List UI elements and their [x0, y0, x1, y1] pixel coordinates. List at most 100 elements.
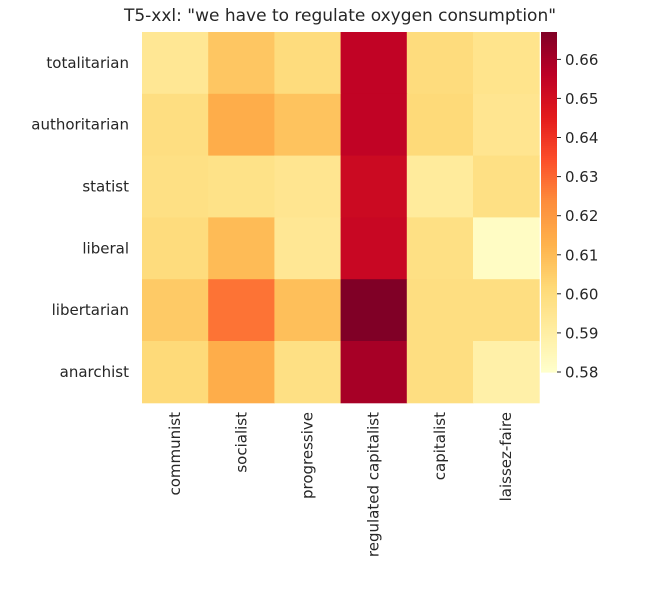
row-label-totalitarian: totalitarian	[46, 54, 129, 72]
colorbar-segment	[541, 164, 557, 167]
colorbar-segment	[541, 360, 557, 363]
colorbar-segment	[541, 278, 557, 281]
heatmap-cell-statist-regulated-capitalist	[340, 155, 408, 218]
colorbar-segment	[541, 70, 557, 73]
colorbar-tick-label: 0.64	[565, 129, 598, 147]
colorbar-segment	[541, 300, 557, 303]
heatmap-cell-totalitarian-capitalist	[406, 32, 474, 95]
colorbar-segment	[541, 116, 557, 119]
colorbar-segment	[541, 336, 557, 339]
colorbar-segment	[541, 310, 557, 313]
colorbar-segment	[541, 324, 557, 327]
colorbar-segment	[541, 368, 557, 371]
colorbar-segment	[541, 306, 557, 309]
row-label-liberal: liberal	[82, 239, 129, 257]
row-labels: totalitarian authoritarian statist liberal l…	[31, 54, 129, 381]
colorbar-segment	[541, 208, 557, 211]
colorbar-segment	[541, 110, 557, 113]
colorbar-segment	[541, 186, 557, 189]
colorbar-segment	[541, 236, 557, 239]
colorbar-segment	[541, 246, 557, 249]
colorbar-segment	[541, 214, 557, 217]
colorbar-segment	[541, 348, 557, 351]
heatmap-cell-anarchist-regulated-capitalist	[340, 341, 408, 404]
colorbar-segment	[541, 286, 557, 289]
heatmap-cell-statist-communist	[142, 155, 209, 218]
colorbar-segment	[541, 366, 557, 369]
colorbar-segment	[541, 182, 557, 185]
colorbar-segment	[541, 242, 557, 245]
colorbar-segment	[541, 222, 557, 225]
colorbar-segment	[541, 106, 557, 109]
colorbar-segment	[541, 88, 557, 91]
colorbar-segment	[541, 266, 557, 269]
colorbar-segment	[541, 138, 557, 141]
colorbar-segment	[541, 54, 557, 57]
colorbar-segment	[541, 346, 557, 349]
colorbar-segment	[541, 130, 557, 133]
colorbar-segment	[541, 178, 557, 181]
colorbar-segment	[541, 146, 557, 149]
colorbar-segment	[541, 100, 557, 103]
colorbar-segment	[541, 112, 557, 115]
colorbar-segment	[541, 284, 557, 287]
colorbar-segment	[541, 196, 557, 199]
colorbar: 0.58 0.59 0.60 0.61 0.62 0.63 0.64 0.65 0.66	[541, 32, 598, 382]
colorbar-segment	[541, 294, 557, 297]
heatmap-cell-anarchist-communist	[142, 341, 209, 404]
colorbar-segment	[541, 290, 557, 293]
colorbar-segment	[541, 258, 557, 261]
colorbar-segment	[541, 298, 557, 301]
column-label-regulated-capitalist: regulated capitalist	[365, 412, 383, 557]
colorbar-segment	[541, 204, 557, 207]
heatmap-cell-anarchist-laissez-faire	[473, 341, 540, 404]
colorbar-segment	[541, 84, 557, 87]
colorbar-segment	[541, 72, 557, 75]
colorbar-segment	[541, 272, 557, 275]
colorbar-tick-label: 0.60	[565, 285, 598, 303]
colorbar-segment	[541, 320, 557, 323]
heatmap-cell-anarchist-capitalist	[406, 341, 474, 404]
colorbar-segment	[541, 316, 557, 319]
colorbar-segment	[541, 40, 557, 43]
column-label-capitalist: capitalist	[431, 412, 449, 480]
colorbar-segment	[541, 46, 557, 49]
colorbar-segment	[541, 152, 557, 155]
colorbar-segment	[541, 216, 557, 219]
colorbar-segment	[541, 220, 557, 223]
colorbar-segment	[541, 250, 557, 253]
heatmap-cell-liberal-laissez-faire	[473, 217, 540, 280]
colorbar-segment	[541, 188, 557, 191]
heatmap-cell-authoritarian-capitalist	[406, 93, 474, 157]
colorbar-segment	[541, 340, 557, 343]
colorbar-segment	[541, 50, 557, 53]
colorbar-segment	[541, 136, 557, 139]
colorbar-segment	[541, 62, 557, 65]
heatmap-cell-authoritarian-laissez-faire	[473, 93, 540, 157]
colorbar-segment	[541, 330, 557, 333]
colorbar-segment	[541, 218, 557, 221]
heatmap-cell-liberal-socialist	[208, 217, 275, 280]
heatmap-cell-totalitarian-progressive	[274, 32, 342, 95]
colorbar-segment	[541, 126, 557, 129]
colorbar-segment	[541, 132, 557, 135]
colorbar-segment	[541, 134, 557, 137]
colorbar-segment	[541, 342, 557, 345]
colorbar-segment	[541, 270, 557, 273]
heatmap-cell-authoritarian-progressive	[274, 93, 342, 157]
colorbar-segment	[541, 42, 557, 45]
row-label-anarchist: anarchist	[60, 363, 129, 381]
colorbar-segment	[541, 308, 557, 311]
colorbar-segment	[541, 260, 557, 263]
heatmap-cell-liberal-capitalist	[406, 217, 474, 280]
colorbar-segment	[541, 58, 557, 61]
colorbar-segment	[541, 304, 557, 307]
colorbar-segment	[541, 198, 557, 201]
colorbar-segment	[541, 96, 557, 99]
row-label-statist: statist	[82, 178, 129, 196]
colorbar-segment	[541, 108, 557, 111]
colorbar-segment	[541, 92, 557, 95]
colorbar-segment	[541, 38, 557, 41]
colorbar-segment	[541, 36, 557, 39]
